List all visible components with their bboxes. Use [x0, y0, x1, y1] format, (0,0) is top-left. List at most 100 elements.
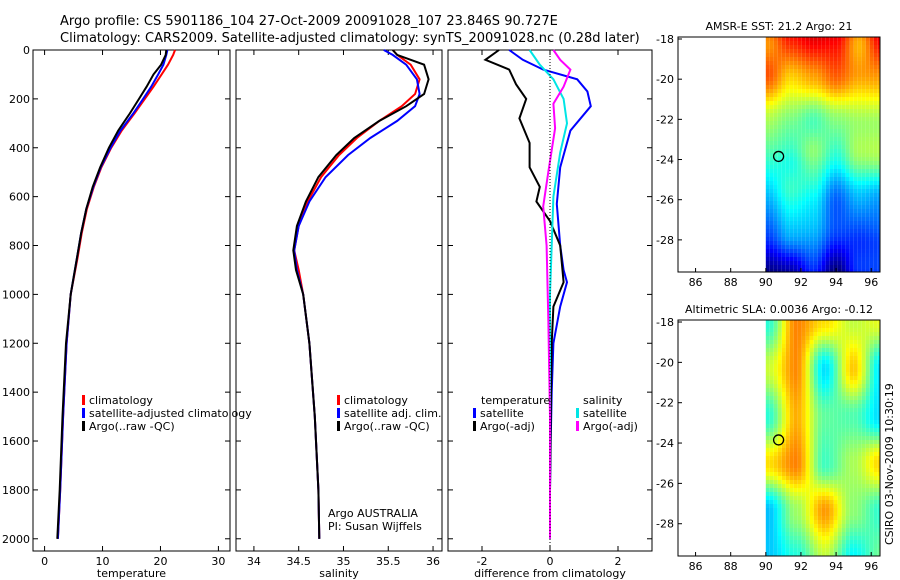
sst_map-heatmap-cell	[773, 97, 778, 101]
sst_map-heatmap-cell	[829, 197, 834, 201]
sst_map-heatmap-cell	[813, 65, 818, 69]
sla_map-heatmap-cell	[813, 436, 818, 440]
sst_map-heatmap-cell	[865, 221, 870, 225]
sla_map-heatmap-cell	[805, 384, 810, 388]
sst_map-heatmap-cell	[849, 109, 854, 113]
sst_map-heatmap-cell	[773, 41, 778, 45]
sst_map-heatmap-cell	[797, 213, 802, 217]
sst_map-heatmap-cell	[805, 153, 810, 157]
sla_map-heatmap-cell	[785, 536, 790, 540]
salinity-xtick-label: 35	[336, 555, 350, 568]
sla_map-heatmap-cell	[833, 524, 838, 528]
sla_map-heatmap-cell	[853, 360, 858, 364]
sla_map-heatmap-cell	[821, 448, 826, 452]
sla_map-heatmap-cell	[785, 408, 790, 412]
sst_map-heatmap-cell	[805, 117, 810, 121]
sst_map-heatmap-cell	[809, 37, 814, 41]
sla_map-heatmap-cell	[793, 544, 798, 548]
sla_map-heatmap-cell	[773, 388, 778, 392]
sst_map-heatmap-cell	[817, 65, 822, 69]
sst_map-heatmap-cell	[877, 257, 880, 261]
sla_map-heatmap-cell	[865, 388, 870, 392]
sst_map-heatmap-cell	[841, 97, 846, 101]
sla_map-heatmap-cell	[801, 444, 806, 448]
sst_map-heatmap-cell	[809, 65, 814, 69]
sst_map-heatmap-cell	[765, 197, 770, 201]
sst_map-heatmap-cell	[769, 165, 774, 169]
sla_map-heatmap-cell	[781, 516, 786, 520]
sla_map-heatmap-cell	[793, 516, 798, 520]
sst_map-heatmap-cell	[773, 261, 778, 265]
sla_map-heatmap-cell	[773, 528, 778, 532]
sst_map-heatmap-cell	[865, 105, 870, 109]
sst_map-heatmap-cell	[857, 209, 862, 213]
sla_map-heatmap-cell	[765, 352, 770, 356]
sla_map-heatmap-cell	[865, 472, 870, 476]
sst_map-heatmap-cell	[781, 257, 786, 261]
sla_map-heatmap-cell	[777, 452, 782, 456]
sla_map-heatmap-cell	[793, 392, 798, 396]
sst_map-heatmap-cell	[837, 97, 842, 101]
sst_map-heatmap-cells	[765, 37, 880, 272]
sla_map-heatmap-cell	[809, 508, 814, 512]
sst_map-heatmap-cell	[773, 253, 778, 257]
sst_map-heatmap-cell	[793, 149, 798, 153]
sla_map-heatmap-cell	[777, 432, 782, 436]
sla_map-heatmap-cell	[813, 336, 818, 340]
sla_map-heatmap-cell	[765, 320, 770, 324]
sla_map-heatmap-cell	[849, 448, 854, 452]
sla_map-heatmap-cell	[857, 384, 862, 388]
sst_map-heatmap-cell	[865, 249, 870, 253]
sst_map-heatmap-cell	[805, 225, 810, 229]
sst_map-heatmap-cell	[861, 193, 866, 197]
temperature-ytick-label: 1600	[2, 435, 30, 448]
sst_map-heatmap-cell	[765, 217, 770, 221]
sla_map-heatmap-cell	[833, 332, 838, 336]
sst_map-heatmap-cell	[833, 261, 838, 265]
sla_map-heatmap-cell	[825, 492, 830, 496]
sla_map-ytick-label: -24	[656, 437, 674, 450]
sst_map-heatmap-cell	[773, 101, 778, 105]
sla_map-ytick-label: -22	[656, 397, 674, 410]
sst_map-heatmap-cell	[865, 201, 870, 205]
sst_map-heatmap-cell	[765, 69, 770, 73]
sla_map-heatmap-cell	[769, 524, 774, 528]
sst_map-heatmap-cell	[829, 109, 834, 113]
sst_map-heatmap-cell	[809, 257, 814, 261]
sla_map-heatmap-cell	[845, 400, 850, 404]
sst_map-heatmap-cell	[825, 97, 830, 101]
sst_map-heatmap-cell	[849, 233, 854, 237]
sst_map-heatmap-cell	[829, 53, 834, 57]
sla_map-heatmap-cell	[821, 484, 826, 488]
sst_map-heatmap-cell	[845, 205, 850, 209]
sla_map-heatmap-cell	[857, 484, 862, 488]
sst_map-heatmap-cell	[825, 73, 830, 77]
sst_map-heatmap-cell	[817, 41, 822, 45]
sst_map-heatmap-cell	[833, 109, 838, 113]
sst_map-heatmap-cell	[849, 197, 854, 201]
sla_map-heatmap-cell	[793, 388, 798, 392]
sst_map-heatmap-cell	[765, 149, 770, 153]
sla_map-heatmap-cell	[781, 380, 786, 384]
sla_map-heatmap-cell	[849, 412, 854, 416]
sst_map-heatmap-cell	[857, 73, 862, 77]
sla_map-heatmap-cell	[773, 472, 778, 476]
sla_map-heatmap-cell	[821, 440, 826, 444]
sla_map-heatmap-cell	[857, 392, 862, 396]
sst_map-heatmap-cell	[789, 93, 794, 97]
sla_map-heatmap-cell	[821, 336, 826, 340]
sst_map-heatmap-cell	[861, 109, 866, 113]
sst_map-heatmap-cell	[869, 65, 874, 69]
sla_map-heatmap-cell	[813, 540, 818, 544]
sst_map-heatmap-cell	[865, 141, 870, 145]
sst_map-heatmap-cell	[825, 105, 830, 109]
sla_map-heatmap-cell	[805, 340, 810, 344]
sla_map-heatmap-cell	[805, 444, 810, 448]
sst_map-heatmap-cell	[809, 261, 814, 265]
sst_map-heatmap-cell	[809, 225, 814, 229]
sst_map-heatmap-cell	[773, 209, 778, 213]
sla_map-heatmap-cell	[789, 384, 794, 388]
sst_map-heatmap-cell	[869, 237, 874, 241]
sst_map-heatmap-cell	[769, 61, 774, 65]
